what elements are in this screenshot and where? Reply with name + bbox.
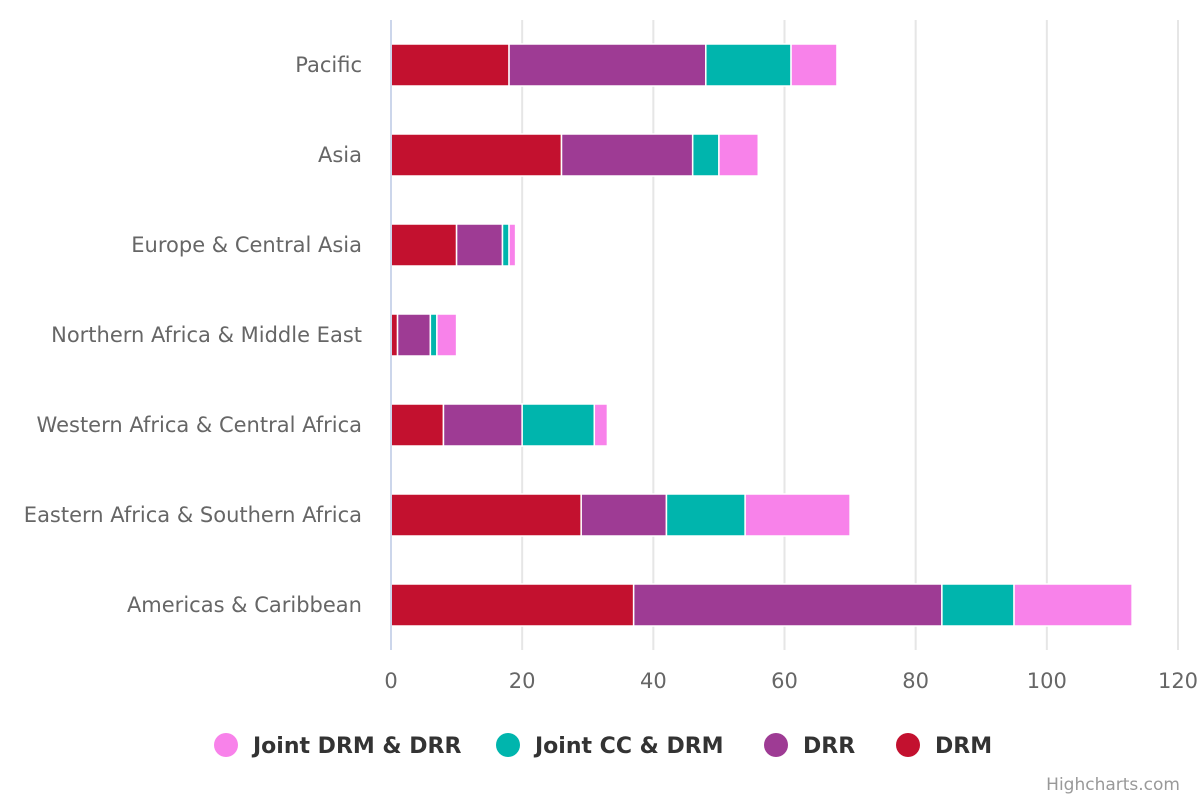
legend-symbol	[214, 733, 238, 757]
legend-item[interactable]: DRR	[764, 733, 855, 759]
bar-segment[interactable]	[508, 43, 707, 87]
category-label: Northern Africa & Middle East	[51, 323, 362, 347]
x-tick-label: 80	[902, 669, 929, 693]
category-label: Eastern Africa & Southern Africa	[24, 503, 362, 527]
legend-label: Joint DRM & DRR	[251, 734, 461, 759]
legend: Joint DRM & DRR Joint CC & DRM DRR DRM	[214, 733, 992, 759]
x-tick-label: 100	[1027, 669, 1067, 693]
legend-symbol	[764, 733, 788, 757]
bar-segment[interactable]	[455, 223, 504, 267]
x-tick-label: 0	[384, 669, 397, 693]
legend-label: Joint CC & DRM	[533, 734, 724, 759]
x-tick-label: 20	[509, 669, 536, 693]
legend-item[interactable]: Joint CC & DRM	[496, 733, 724, 759]
bar-segment[interactable]	[521, 403, 596, 447]
bar-segment[interactable]	[718, 133, 760, 177]
legend-label: DRM	[935, 734, 992, 759]
bar-segment[interactable]	[396, 313, 432, 357]
bar-segment[interactable]	[580, 493, 668, 537]
bar-series	[390, 43, 1133, 627]
bar-segment[interactable]	[705, 43, 792, 87]
category-labels: Pacific Asia Europe & Central Asia Northern…	[24, 53, 362, 617]
legend-symbol	[496, 733, 520, 757]
bar-segment[interactable]	[560, 133, 694, 177]
bar-segment[interactable]	[390, 403, 445, 447]
legend-item[interactable]: Joint DRM & DRR	[214, 733, 461, 759]
bar-segment[interactable]	[508, 223, 517, 267]
bar-segment[interactable]	[390, 133, 563, 177]
category-label: Americas & Caribbean	[127, 593, 362, 617]
bar-segment[interactable]	[1013, 583, 1133, 627]
bar-segment[interactable]	[390, 43, 510, 87]
bar-segment[interactable]	[390, 583, 635, 627]
category-label: Pacific	[295, 53, 362, 77]
x-tick-label: 60	[771, 669, 798, 693]
bar-segment[interactable]	[665, 493, 746, 537]
bar-segment[interactable]	[436, 313, 458, 357]
x-tick-label: 40	[640, 669, 667, 693]
bar-segment[interactable]	[632, 583, 943, 627]
credits-link[interactable]: Highcharts.com	[1046, 775, 1180, 795]
bar-segment[interactable]	[593, 403, 609, 447]
bar-segment[interactable]	[390, 493, 582, 537]
category-label: Europe & Central Asia	[131, 233, 362, 257]
x-tick-label: 120	[1158, 669, 1198, 693]
bar-segment[interactable]	[442, 403, 523, 447]
legend-item[interactable]: DRM	[896, 733, 992, 759]
bar-segment[interactable]	[941, 583, 1015, 627]
category-label: Western Africa & Central Africa	[37, 413, 362, 437]
bar-segment[interactable]	[390, 223, 458, 267]
bar-segment[interactable]	[429, 313, 438, 357]
bar-segment[interactable]	[501, 223, 510, 267]
grid-lines	[521, 20, 1179, 650]
legend-symbol	[896, 733, 920, 757]
value-tick-labels: 0 20 40 60 80 100 120	[384, 669, 1198, 693]
bar-segment[interactable]	[691, 133, 720, 177]
bar-segment[interactable]	[744, 493, 851, 537]
category-label: Asia	[318, 143, 362, 167]
legend-label: DRR	[803, 734, 855, 759]
bar-segment[interactable]	[790, 43, 838, 87]
